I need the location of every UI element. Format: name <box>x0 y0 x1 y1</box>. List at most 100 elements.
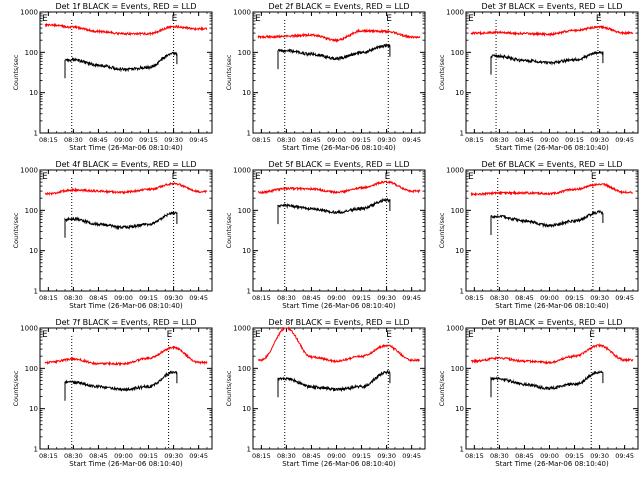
y-tick-label: 1000 <box>20 9 38 17</box>
series-line-lld <box>44 345 208 367</box>
end-marker-label: E <box>386 330 392 340</box>
y-tick-label: 100 <box>451 207 464 215</box>
x-tick-label: 09:15 <box>565 136 584 144</box>
y-tick-label: 10 <box>29 247 38 255</box>
start-marker-label: E <box>255 330 261 340</box>
x-tick-label: 09:30 <box>164 294 183 302</box>
y-axis-label: Counts/sec <box>438 54 446 90</box>
y-tick-label: 10 <box>29 89 38 97</box>
panel-title: Det 5f BLACK = Events, RED = LLD <box>268 160 409 169</box>
series-line-events <box>64 211 178 238</box>
plot-frame <box>252 327 426 450</box>
x-tick-label: 08:45 <box>89 294 108 302</box>
panel-det-9: Det 9f BLACK = Events, RED = LLD Counts/s… <box>438 318 639 468</box>
x-tick-label: 08:30 <box>64 136 83 144</box>
x-tick-label: 09:15 <box>565 452 584 460</box>
y-tick-label: 10 <box>455 89 464 97</box>
panel-title: Det 1f BLACK = Events, RED = LLD <box>55 2 196 11</box>
y-tick-label: 100 <box>25 207 38 215</box>
x-tick-label: 08:30 <box>277 136 296 144</box>
x-tick-label: 09:00 <box>114 136 133 144</box>
series-line-events <box>490 370 604 398</box>
panel-title: Det 4f BLACK = Events, RED = LLD <box>55 160 196 169</box>
y-axis-label: Counts/sec <box>438 370 446 406</box>
series-line-events <box>490 209 604 235</box>
start-marker-label: E <box>42 330 48 340</box>
x-tick-label: 09:30 <box>377 452 396 460</box>
x-tick-label: 08:15 <box>465 294 484 302</box>
series-line-lld <box>470 343 634 365</box>
y-tick-label: 100 <box>238 49 251 57</box>
series-line-lld <box>44 22 208 37</box>
x-tick-label: 08:30 <box>490 294 509 302</box>
y-tick-label: 1 <box>247 288 251 296</box>
y-tick-label: 1000 <box>233 325 251 333</box>
plot-frame <box>39 11 213 134</box>
y-axis-label: Counts/sec <box>438 212 446 248</box>
series-line-events <box>277 369 391 398</box>
y-tick-label: 1 <box>247 446 251 454</box>
plot-frame <box>465 11 639 134</box>
y-tick-label: 1 <box>460 130 464 138</box>
start-marker-label: E <box>42 14 48 24</box>
start-marker-label: E <box>468 14 474 24</box>
x-tick-label: 09:30 <box>590 452 609 460</box>
x-tick-label: 08:30 <box>490 136 509 144</box>
x-axis-label: Start Time (26-Mar-06 08:10:40) <box>282 460 396 468</box>
x-tick-label: 09:00 <box>540 294 559 302</box>
x-tick-label: 08:15 <box>252 294 271 302</box>
x-tick-label: 09:30 <box>590 294 609 302</box>
panel-det-6: Det 6f BLACK = Events, RED = LLD Counts/s… <box>438 160 639 310</box>
x-tick-label: 08:30 <box>277 452 296 460</box>
plot-frame <box>465 327 639 450</box>
y-tick-label: 10 <box>29 405 38 413</box>
panel-det-4: Det 4f BLACK = Events, RED = LLD Counts/s… <box>12 160 213 310</box>
x-tick-label: 09:45 <box>402 452 421 460</box>
x-tick-label: 08:30 <box>64 452 83 460</box>
x-tick-label: 09:45 <box>615 452 634 460</box>
panel-title: Det 2f BLACK = Events, RED = LLD <box>268 2 409 11</box>
end-marker-label: E <box>589 330 595 340</box>
y-tick-label: 1 <box>34 288 38 296</box>
x-tick-label: 09:00 <box>114 452 133 460</box>
series-line-events <box>277 197 391 225</box>
panel-det-7: Det 7f BLACK = Events, RED = LLD Counts/s… <box>12 318 213 468</box>
x-tick-label: 09:00 <box>540 452 559 460</box>
series-line-lld <box>257 180 421 195</box>
y-tick-label: 1000 <box>20 167 38 175</box>
plot-frame <box>252 11 426 134</box>
y-tick-label: 1 <box>460 446 464 454</box>
x-tick-label: 08:45 <box>515 136 534 144</box>
y-tick-label: 10 <box>242 247 251 255</box>
x-tick-label: 09:15 <box>139 136 158 144</box>
end-marker-label: E <box>596 14 602 24</box>
y-tick-label: 1 <box>34 130 38 138</box>
y-tick-label: 10 <box>455 247 464 255</box>
panel-det-2: Det 2f BLACK = Events, RED = LLD Counts/s… <box>225 2 426 152</box>
y-tick-label: 1000 <box>233 167 251 175</box>
panel-det-1: Det 1f BLACK = Events, RED = LLD Counts/s… <box>12 2 213 152</box>
x-tick-label: 08:15 <box>465 452 484 460</box>
x-tick-label: 08:30 <box>64 294 83 302</box>
series-line-events <box>277 43 391 70</box>
panel-title: Det 7f BLACK = Events, RED = LLD <box>55 318 196 327</box>
panel-det-8: Det 8f BLACK = Events, RED = LLD Counts/s… <box>225 318 426 468</box>
x-tick-label: 09:00 <box>327 294 346 302</box>
y-tick-label: 10 <box>242 89 251 97</box>
series-line-events <box>64 51 178 79</box>
y-axis-label: Counts/sec <box>12 212 20 248</box>
y-tick-label: 100 <box>238 365 251 373</box>
y-tick-label: 1000 <box>20 325 38 333</box>
series-line-lld <box>470 25 634 38</box>
x-tick-label: 09:45 <box>615 294 634 302</box>
x-tick-label: 08:15 <box>252 136 271 144</box>
plot-frame <box>39 327 213 450</box>
y-axis-label: Counts/sec <box>225 212 233 248</box>
end-marker-label: E <box>167 330 173 340</box>
y-tick-label: 10 <box>455 405 464 413</box>
x-tick-label: 09:45 <box>189 452 208 460</box>
x-tick-label: 09:45 <box>615 136 634 144</box>
y-tick-label: 10 <box>242 405 251 413</box>
y-tick-label: 100 <box>238 207 251 215</box>
